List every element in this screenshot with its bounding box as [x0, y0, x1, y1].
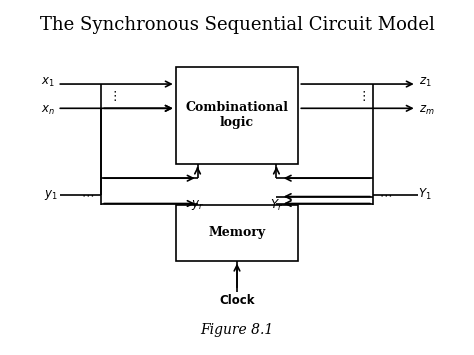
Text: $Y_r$: $Y_r$	[270, 198, 283, 213]
Text: $z_m$: $z_m$	[419, 104, 435, 116]
Text: $\vdots$: $\vdots$	[357, 89, 366, 103]
Bar	[176, 205, 298, 261]
Bar	[176, 67, 298, 164]
Text: Clock: Clock	[219, 294, 255, 307]
Text: $\cdots$: $\cdots$	[82, 189, 94, 201]
Text: Combinational
logic: Combinational logic	[185, 101, 289, 129]
Text: Figure 8.1: Figure 8.1	[201, 323, 273, 337]
Text: $x_1$: $x_1$	[41, 76, 55, 89]
Text: $Y_1$: $Y_1$	[418, 187, 432, 202]
Text: $y_r$: $y_r$	[191, 198, 204, 212]
Text: $\vdots$: $\vdots$	[108, 89, 117, 103]
Text: $x_n$: $x_n$	[41, 104, 55, 116]
Text: $z_1$: $z_1$	[419, 76, 431, 89]
Text: Memory: Memory	[209, 226, 265, 240]
Text: $y_1$: $y_1$	[44, 188, 58, 202]
Text: The Synchronous Sequential Circuit Model: The Synchronous Sequential Circuit Model	[39, 16, 435, 34]
Text: $\cdots$: $\cdots$	[379, 189, 392, 201]
